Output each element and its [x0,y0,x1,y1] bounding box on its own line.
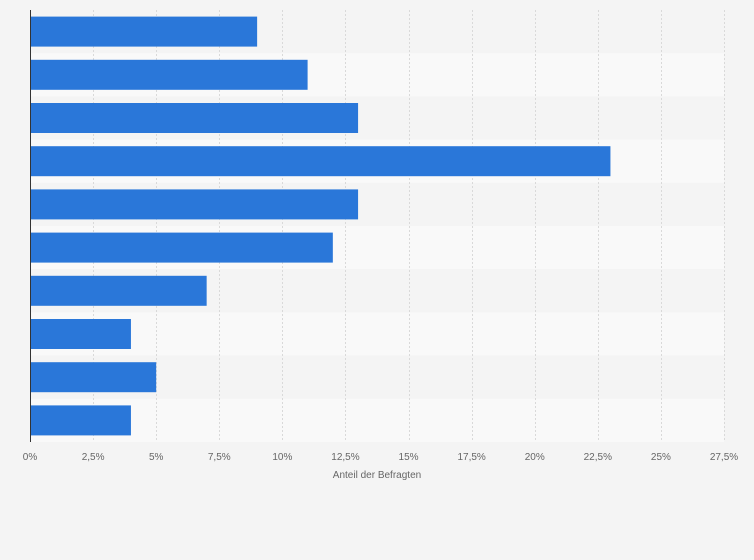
bar [30,319,131,349]
x-tick-label: 20% [525,452,545,463]
x-tick-label: 10% [272,452,292,463]
bar [30,146,611,177]
x-axis-title: Anteil der Befragten [333,470,421,481]
bar [30,103,359,133]
bar [30,189,359,220]
bar [30,59,308,90]
x-tick-label: 2,5% [82,452,105,463]
row-band [30,312,724,356]
x-tick-label: 15% [399,452,419,463]
x-tick-label: 0% [23,452,38,463]
x-tick-label: 5% [149,452,164,463]
bar [30,362,157,393]
bar [30,275,207,306]
x-tick-label: 17,5% [457,452,485,463]
x-tick-label: 25% [651,452,671,463]
x-tick-label: 12,5% [331,452,359,463]
bar [30,405,131,436]
x-tick-label: 27,5% [710,452,738,463]
row-band [30,398,724,442]
x-tick-label: 22,5% [584,452,612,463]
bar [30,16,258,47]
x-tick-label: 7,5% [208,452,231,463]
bar [30,232,333,263]
